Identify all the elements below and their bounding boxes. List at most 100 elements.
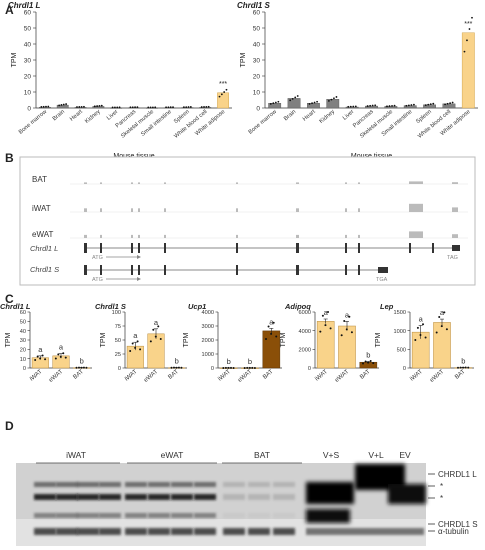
exon-short-2	[131, 265, 133, 275]
point-a1-6-0	[386, 105, 388, 108]
chart-title-c1: Chrdl1 S	[95, 302, 126, 311]
point-c4-0-3	[422, 323, 425, 326]
y-label-c4: TPM	[375, 332, 382, 347]
bar-a1-4	[345, 106, 359, 109]
point-a0-7-1	[167, 106, 170, 109]
point-a1-3-0	[328, 100, 330, 102]
point-a0-4-2	[116, 106, 119, 109]
coverage-peak-2-9	[409, 231, 423, 238]
letter-c3-2: b	[366, 350, 370, 359]
band-star1-lane-1	[56, 482, 78, 487]
band-label-star-2: *	[440, 494, 443, 503]
band-star2-lane-3	[99, 494, 121, 500]
x-tick-label-a1-3: Kidney	[319, 109, 337, 125]
bar-a1-6	[384, 106, 398, 109]
point-a1-4-3	[354, 105, 357, 108]
point-a0-5-2	[134, 106, 136, 109]
band-label-star-1: *	[440, 482, 443, 491]
exon-long-11	[452, 245, 460, 251]
coverage-peak-2-7	[345, 234, 347, 238]
point-a0-4-3	[118, 106, 121, 109]
point-c4-2-2	[462, 366, 465, 369]
point-c3-2-3	[369, 359, 372, 362]
panel-label-d: D	[5, 419, 14, 433]
point-c4-1-1	[438, 315, 441, 318]
band-star2-lane-7	[194, 494, 216, 500]
browser-frame	[19, 156, 476, 286]
y-label-c1: TPM	[100, 332, 107, 347]
group-label-ewat: eWAT	[161, 450, 184, 460]
point-a0-6-0	[147, 106, 150, 109]
bar-a0-9	[199, 107, 212, 109]
bar-a0-1	[56, 104, 69, 109]
point-c2-2-2	[270, 332, 273, 335]
point-a0-1-3	[65, 103, 68, 105]
point-c1-2-4	[180, 366, 183, 369]
letter-c0-1: a	[59, 343, 64, 352]
band-chrdl1s-lane-5	[148, 513, 170, 518]
y-tick-label-c3-2: 4000	[299, 329, 311, 335]
point-a1-0-3	[277, 100, 280, 103]
point-c2-0-2	[227, 366, 230, 369]
point-a1-8-2	[429, 103, 432, 106]
arrowhead-long	[137, 255, 141, 259]
panel-label-c: C	[5, 292, 14, 306]
panel-d-western-blot: iWAT eWAT BAT V+S V+L EV CHRDL1 L * * CH…	[16, 450, 478, 546]
point-a1-8-1	[427, 103, 430, 106]
point-a0-6-2	[151, 106, 154, 109]
bar-c1-1	[147, 333, 165, 369]
point-a0-3-2	[98, 104, 101, 107]
point-a1-8-0	[424, 104, 427, 107]
bar-c2-2	[262, 330, 281, 369]
y-tick-label-c0-3: 30	[20, 338, 26, 344]
point-c3-2-0	[362, 362, 364, 365]
exon-long-6	[296, 243, 299, 253]
point-c4-2-1	[459, 366, 462, 369]
point-a1-9-0	[444, 103, 446, 106]
exon-long-5	[236, 243, 238, 253]
x-tick-label-a1-1: Brain	[283, 109, 297, 122]
point-c4-1-0	[435, 331, 438, 334]
stop-codon-label-long: TAG	[447, 255, 458, 261]
point-c1-1-1	[152, 328, 155, 331]
point-a1-1-1	[291, 97, 294, 100]
bar-c4-1	[433, 322, 451, 369]
y-tick-label-a0-2: 20	[24, 74, 32, 81]
point-c4-2-0	[457, 366, 459, 369]
point-c0-0-0	[34, 358, 37, 361]
point-c4-2-4	[467, 366, 470, 369]
y-tick-label-c1-4: 100	[112, 310, 121, 316]
point-a0-9-3	[207, 105, 210, 108]
point-c0-0-4	[44, 358, 47, 361]
y-tick-label-c0-2: 20	[20, 348, 26, 354]
point-c0-2-0	[75, 366, 78, 369]
y-tick-label-c3-0: 0	[308, 366, 311, 372]
point-c1-1-2	[154, 335, 157, 338]
point-a0-2-0	[76, 106, 78, 108]
point-c3-2-2	[367, 361, 370, 364]
point-a0-10-0	[218, 95, 221, 98]
point-c4-2-3	[464, 366, 467, 369]
point-c1-0-2	[134, 346, 137, 349]
coverage-peak-1-2	[131, 208, 133, 212]
point-a1-1-0	[289, 99, 292, 102]
point-a0-9-0	[200, 106, 203, 108]
coverage-peak-1-4	[164, 208, 166, 212]
band-tubulin-lane-4	[125, 528, 147, 535]
band-star2-lane-4	[125, 494, 147, 500]
point-a1-0-0	[269, 103, 272, 105]
point-c1-2-3	[177, 366, 180, 369]
chart-title-c0: Chrdl1 L	[0, 302, 31, 311]
point-c0-1-3	[62, 352, 65, 355]
point-a1-7-2	[410, 104, 413, 106]
x-tick-label-c4-0: iWAT	[409, 369, 424, 383]
point-c1-2-1	[172, 366, 175, 369]
point-a0-4-1	[114, 106, 116, 109]
group-label-iwat: iWAT	[66, 450, 86, 460]
band-star2-lane-5	[148, 494, 170, 500]
coverage-peak-2-6	[296, 234, 299, 238]
point-a1-7-3	[413, 103, 415, 106]
bar-a1-9	[442, 103, 456, 109]
gene-model-short-exons	[84, 265, 388, 275]
arrowhead-short	[137, 277, 141, 281]
